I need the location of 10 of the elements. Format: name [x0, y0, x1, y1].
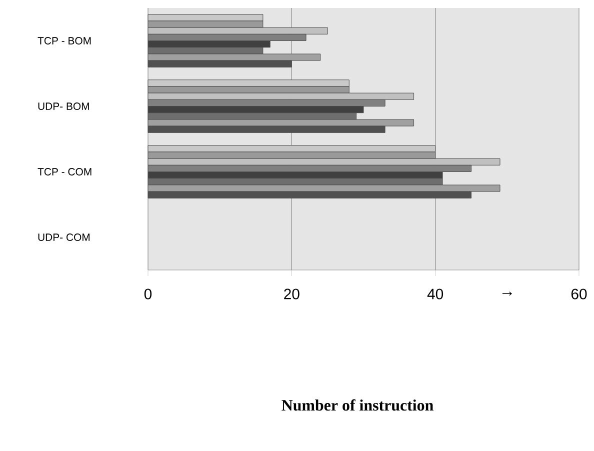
x-tick-label: 0 — [144, 288, 152, 300]
y-tick-label: TCP - COM — [38, 168, 92, 176]
x-tick-label: 40 — [427, 288, 444, 300]
y-tick-label: UDP- BOM — [38, 102, 89, 110]
text: → — [502, 292, 512, 296]
text: Number of instruction — [282, 399, 434, 411]
y-tick-label: TCP - BOM — [38, 37, 91, 44]
x-tick-label: 20 — [284, 288, 300, 300]
y-tick-label: UDP- COM — [38, 234, 90, 241]
x-tick-label: 60 — [571, 288, 587, 300]
